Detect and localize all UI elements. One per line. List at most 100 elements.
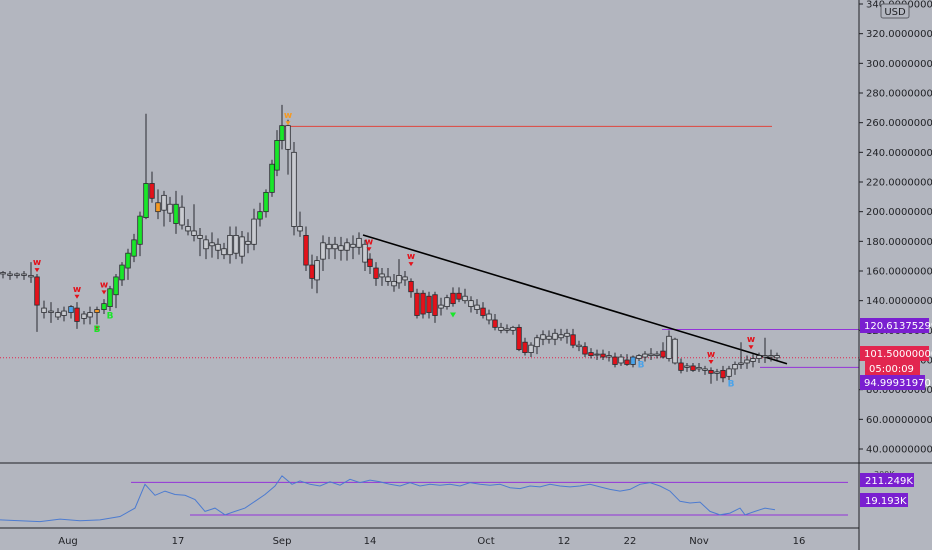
- candle-body: [161, 194, 167, 211]
- candle-body: [203, 239, 209, 250]
- candle-body: [279, 125, 285, 141]
- candle-body: [137, 215, 143, 245]
- last-price-tag: [860, 346, 929, 361]
- candle-body: [420, 292, 426, 315]
- support-tag-label: 94.99931970: [864, 378, 931, 389]
- candle-body: [107, 288, 113, 307]
- signal-arrow: [708, 360, 714, 365]
- candle-body: [756, 355, 762, 359]
- candle-body: [456, 292, 462, 300]
- candle-body: [14, 273, 20, 276]
- candle-body: [291, 151, 297, 227]
- candle-body: [185, 226, 191, 232]
- price-tags: 120.61375299 101.50000000 05:00:09 94.99…: [860, 318, 932, 390]
- candle-body: [474, 304, 480, 310]
- time-label-aug: Aug: [58, 536, 78, 547]
- signal-label: w: [707, 350, 715, 360]
- candle-body: [636, 355, 642, 359]
- candle-body: [320, 242, 326, 260]
- candle-body: [257, 211, 263, 220]
- candle-body: [125, 252, 131, 269]
- candle-body: [215, 243, 221, 251]
- volume-panel: [0, 475, 848, 523]
- candle-body: [492, 319, 498, 328]
- candle-body: [666, 335, 672, 359]
- price-tick-label: 200.00000000: [866, 207, 932, 218]
- signal-label: B: [638, 360, 645, 370]
- volume-upper-label: 211.249K: [865, 476, 913, 487]
- signal-arrow: [101, 290, 107, 295]
- candle-body: [191, 230, 197, 236]
- candle-body: [534, 337, 540, 348]
- candles: [0, 104, 780, 384]
- time-label-12: 12: [558, 536, 571, 547]
- price-tick-label: 140.00000000: [866, 296, 932, 307]
- candle-body: [227, 234, 233, 256]
- candle-body: [350, 243, 356, 248]
- last-price-tag-label: 101.50000000: [864, 349, 932, 360]
- signal-label: w: [407, 252, 415, 262]
- candle-body: [426, 295, 432, 313]
- countdown-tag-label: 05:00:09: [869, 364, 914, 375]
- volume-upper-tag: [860, 473, 914, 487]
- candle-body: [155, 202, 161, 213]
- countdown-tag: [865, 361, 920, 375]
- candle-body: [48, 310, 54, 313]
- price-tick-label: 280.00000000: [866, 89, 932, 100]
- candle-body: [367, 258, 373, 267]
- candle-body: [87, 312, 93, 318]
- price-tick-label: 160.00000000: [866, 267, 932, 278]
- candle-body: [245, 240, 251, 245]
- candle-body: [314, 260, 320, 281]
- candle-body: [338, 245, 344, 251]
- candle-body: [612, 356, 618, 365]
- candle-body: [408, 280, 414, 293]
- candle-body: [594, 353, 600, 356]
- candle-body: [149, 183, 155, 199]
- signal-label: B: [94, 325, 101, 335]
- candle-body: [558, 334, 564, 339]
- candle-body: [618, 356, 624, 364]
- candle-body: [600, 353, 606, 358]
- time-axis[interactable]: Aug 17 Sep 14 Oct 12 22 Nov 16: [58, 536, 805, 547]
- candle-body: [344, 242, 350, 251]
- time-label-oct: Oct: [477, 536, 494, 547]
- candle-body: [630, 356, 636, 365]
- price-tick-label: 60.00000000: [866, 415, 932, 426]
- candle-body: [61, 310, 67, 316]
- candle-body: [362, 243, 368, 263]
- signal-arrow: [450, 312, 456, 318]
- candle-body: [714, 371, 720, 374]
- time-label-nov: Nov: [689, 536, 709, 547]
- candle-body: [28, 275, 34, 278]
- candle-body: [732, 364, 738, 370]
- candle-body: [582, 346, 588, 355]
- currency-badge[interactable]: [880, 3, 910, 19]
- candle-body: [197, 234, 203, 239]
- candle-body: [726, 368, 732, 377]
- candle-body: [41, 307, 47, 313]
- time-label-14: 14: [364, 536, 377, 547]
- candle-body: [750, 358, 756, 362]
- candle-body: [7, 273, 13, 276]
- candle-body: [173, 203, 179, 224]
- price-levels: [0, 125, 859, 368]
- candle-body: [570, 334, 576, 346]
- candle-body: [269, 163, 275, 193]
- candle-body: [462, 295, 468, 302]
- candle-body: [606, 355, 612, 358]
- candle-body: [0, 272, 6, 275]
- candle-body: [356, 237, 362, 248]
- price-tick-label: 40.00000000: [866, 445, 932, 456]
- candle-body: [624, 359, 630, 365]
- resistance-tag: [860, 318, 929, 333]
- candle-body: [74, 307, 80, 322]
- candle-body: [504, 328, 510, 331]
- signal-arrow: [94, 325, 100, 331]
- candle-body: [239, 236, 245, 257]
- candle-body: [143, 183, 149, 219]
- candle-body: [516, 326, 522, 351]
- price-tick-label: 300.00000000: [866, 59, 932, 70]
- candle-body: [81, 313, 87, 319]
